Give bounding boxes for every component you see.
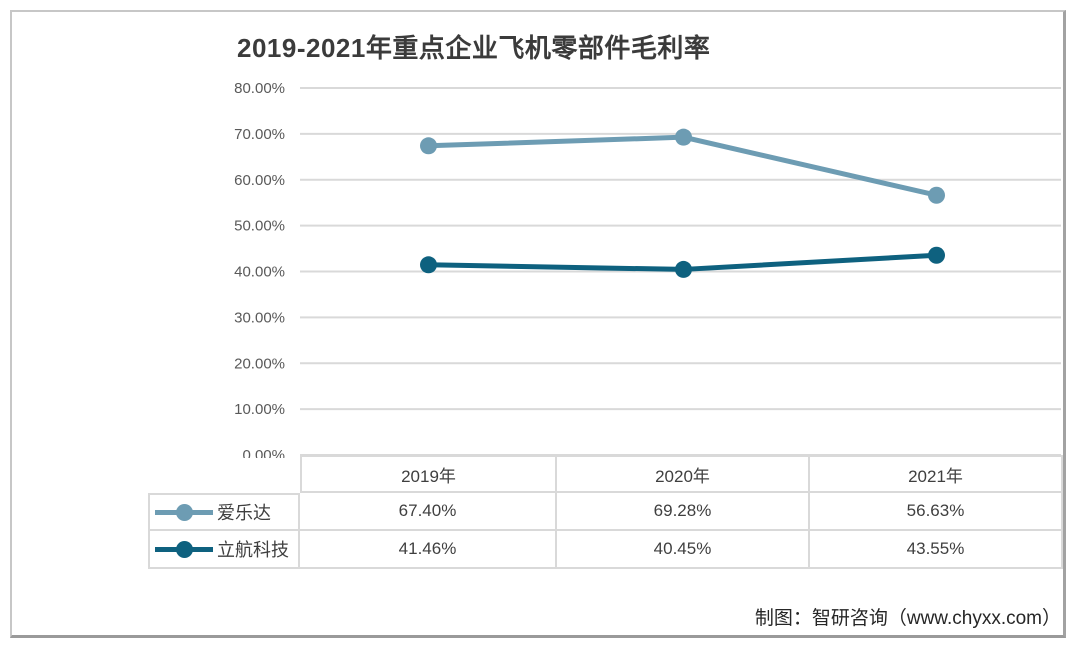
y-axis-tick-label: 60.00%	[234, 172, 285, 189]
y-axis-tick-label: 0.00%	[242, 447, 285, 458]
series-0-line-marker-icon	[155, 503, 213, 521]
y-axis-tick-label: 80.00%	[234, 80, 285, 97]
series-0-data-point	[675, 128, 692, 146]
source-credit: 制图：智研咨询（www.chyxx.com）	[754, 608, 1061, 629]
value-cell: 67.40%	[300, 493, 557, 531]
y-axis-tick-label: 30.00%	[234, 309, 285, 326]
value-cell: 56.63%	[810, 493, 1063, 531]
series-1-line-marker-icon	[155, 540, 213, 558]
chart-title: 2019-2021年重点企业飞机零部件毛利率	[237, 33, 711, 63]
legend-cell-series-0: 爱乐达	[148, 493, 300, 531]
table-header-2020: 2020年	[557, 455, 810, 493]
series-0-data-point	[420, 137, 437, 155]
series-1-data-point	[928, 246, 945, 264]
table-corner-cell	[148, 455, 300, 493]
series-0-label: 爱乐达	[217, 503, 271, 523]
value-cell: 41.46%	[300, 531, 557, 569]
series-1-data-point	[675, 260, 692, 278]
series-1-data-point	[420, 256, 437, 274]
series-0-line	[426, 134, 939, 198]
data-table: 2019年 2020年 2021年 爱乐达 67.40% 69.28% 56.6…	[148, 455, 1063, 569]
chart-plot: 80.00% 70.00% 60.00% 50.00% 40.00% 30.00% 20.0…	[234, 80, 1061, 458]
table-header-2019: 2019年	[300, 455, 557, 493]
y-axis-tick-label: 40.00%	[234, 264, 285, 281]
y-axis-tick-label: 50.00%	[234, 218, 285, 235]
y-axis-tick-label: 20.00%	[234, 355, 285, 372]
series-1-label: 立航科技	[217, 540, 289, 560]
table-header-2021: 2021年	[810, 455, 1063, 493]
legend-cell-series-1: 立航科技	[148, 531, 300, 569]
value-cell: 40.45%	[557, 531, 810, 569]
value-cell: 43.55%	[810, 531, 1063, 569]
y-axis-tick-label: 70.00%	[234, 126, 285, 143]
series-0-data-point	[928, 186, 945, 204]
y-axis-tick-label: 10.00%	[234, 401, 285, 418]
value-cell: 69.28%	[557, 493, 810, 531]
chart-frame: 2019-2021年重点企业飞机零部件毛利率 80.00% 70.00% 60.00…	[10, 10, 1066, 638]
